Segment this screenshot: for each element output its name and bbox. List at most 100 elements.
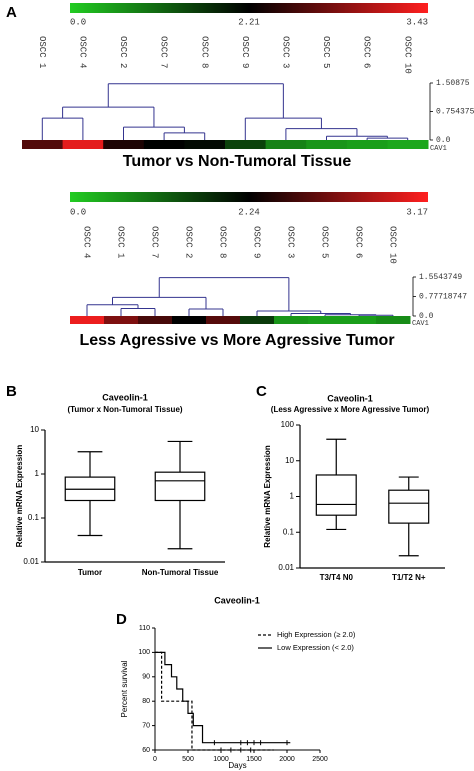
leaf-label: OSCC 9 — [240, 36, 250, 68]
heat-cell — [308, 316, 343, 324]
dendrogram-link — [358, 314, 394, 316]
heat-cell — [346, 140, 388, 149]
heat-cell — [387, 140, 429, 149]
scale-tick-label: 0.0 — [436, 136, 451, 145]
dendrogram-link — [107, 83, 284, 119]
y-axis-label: Relative mRNA Expression — [263, 445, 272, 548]
dendrogram-link — [120, 307, 156, 316]
leaf-label: OSCC 10 — [388, 226, 398, 264]
chart-subtitle: (Less Agressive x More Agressive Tumor) — [271, 405, 430, 414]
panel-letter: B — [6, 383, 17, 400]
panel-letter: D — [116, 611, 127, 628]
leaf-label: OSCC 2 — [118, 36, 128, 68]
chart-subtitle: (Tumor x Non-Tumoral Tissue) — [67, 405, 182, 414]
color-bar-tick-label: 0.0 — [70, 207, 86, 217]
y-tick-label: 0.1 — [28, 513, 40, 522]
dendrogram-link — [256, 310, 322, 316]
leaf-label: OSCC 1 — [116, 226, 126, 258]
scale-tick-label: 0.0 — [419, 312, 434, 321]
row-label: CAV1 — [430, 145, 447, 153]
x-axis-label: Days — [228, 761, 246, 770]
x-tick-label: 0 — [153, 756, 157, 763]
leaf-label: OSCC 10 — [402, 36, 412, 74]
y-axis-label: Relative mRNA Expression — [15, 445, 24, 548]
color-bar-tick-label: 3.17 — [406, 207, 428, 217]
heat-cell — [143, 140, 185, 149]
x-tick-label: T1/T2 N+ — [392, 573, 426, 582]
y-tick-label: 0.1 — [283, 527, 295, 536]
leaf-label: OSCC 5 — [321, 36, 331, 68]
chart-title: Caveolin-1 — [327, 393, 373, 403]
leaf-label: OSCC 7 — [150, 226, 160, 258]
x-tick-label: 2000 — [279, 756, 295, 763]
dendrogram-link — [188, 308, 224, 316]
heat-cell — [184, 140, 226, 149]
dendrogram-link — [163, 132, 206, 140]
y-tick-label: 0.01 — [23, 557, 39, 566]
dendrogram-link — [123, 126, 185, 140]
leaf-label: OSCC 2 — [184, 226, 194, 258]
heat-cell — [138, 316, 173, 324]
scale-tick-label: 0.754375 — [436, 108, 474, 117]
color-bar-tick-label: 2.21 — [238, 17, 260, 27]
leaf-label: OSCC 4 — [82, 226, 92, 258]
y-tick-label: 10 — [285, 456, 294, 465]
dendrogram-link — [62, 106, 155, 128]
dendrogram-link — [86, 304, 139, 316]
leaf-label: OSCC 6 — [362, 36, 372, 68]
chart-title: Less Agressive vs More Agressive Tumor — [79, 332, 394, 349]
survival-line — [155, 651, 291, 744]
leaf-label: OSCC 6 — [354, 226, 364, 258]
x-tick-label: T3/T4 N0 — [320, 573, 354, 582]
leaf-label: OSCC 8 — [199, 36, 209, 68]
heat-cell — [172, 316, 207, 324]
leaf-label: OSCC 8 — [218, 226, 228, 258]
x-tick-label: Tumor — [78, 568, 102, 577]
heat-cell — [70, 316, 105, 324]
x-tick-label: 1000 — [213, 756, 229, 763]
leaf-label: OSCC 7 — [159, 36, 169, 68]
heat-cell — [376, 316, 411, 324]
leaf-label: OSCC 4 — [78, 36, 88, 68]
box — [315, 474, 357, 516]
heat-cell — [62, 140, 104, 149]
chart-title: Caveolin-1 — [102, 392, 148, 402]
color-bar — [70, 3, 428, 13]
heat-cell — [274, 316, 309, 324]
y-tick-label: 60 — [142, 747, 150, 754]
heat-cell — [206, 316, 241, 324]
legend-label: High Expression (≥ 2.0) — [277, 630, 356, 639]
row-label: CAV1 — [412, 320, 429, 328]
y-tick-label: 100 — [281, 420, 295, 429]
heat-cell — [22, 140, 64, 149]
box — [388, 489, 430, 524]
scale-tick-label: 0.77718747 — [419, 293, 467, 302]
chart-title: Caveolin-1 — [214, 595, 260, 605]
y-tick-label: 100 — [138, 649, 150, 656]
y-tick-label: 80 — [142, 698, 150, 705]
dendrogram-link — [41, 117, 84, 140]
heat-cell — [104, 316, 139, 324]
dendrogram-link — [112, 296, 207, 309]
heat-cell — [265, 140, 307, 149]
chart-title: Tumor vs Non-Tumoral Tissue — [123, 153, 352, 170]
dendrogram-link — [366, 137, 409, 140]
dendrogram-link — [244, 117, 322, 140]
color-bar — [70, 192, 428, 202]
leaf-label: OSCC 3 — [281, 36, 291, 68]
leaf-label: OSCC 3 — [286, 226, 296, 258]
y-tick-label: 10 — [30, 425, 39, 434]
legend-label: Low Expression (< 2.0) — [277, 643, 354, 652]
heat-cell — [342, 316, 377, 324]
y-tick-label: 110 — [139, 625, 150, 632]
heat-cell — [306, 140, 348, 149]
y-tick-label: 1 — [35, 469, 40, 478]
y-tick-label: 90 — [142, 674, 150, 681]
y-tick-label: 70 — [142, 722, 150, 729]
dendrogram-link — [158, 277, 290, 311]
scale-tick-label: 1.50875 — [436, 79, 470, 88]
x-tick-label: 1500 — [246, 756, 262, 763]
leaf-label: OSCC 5 — [320, 226, 330, 258]
